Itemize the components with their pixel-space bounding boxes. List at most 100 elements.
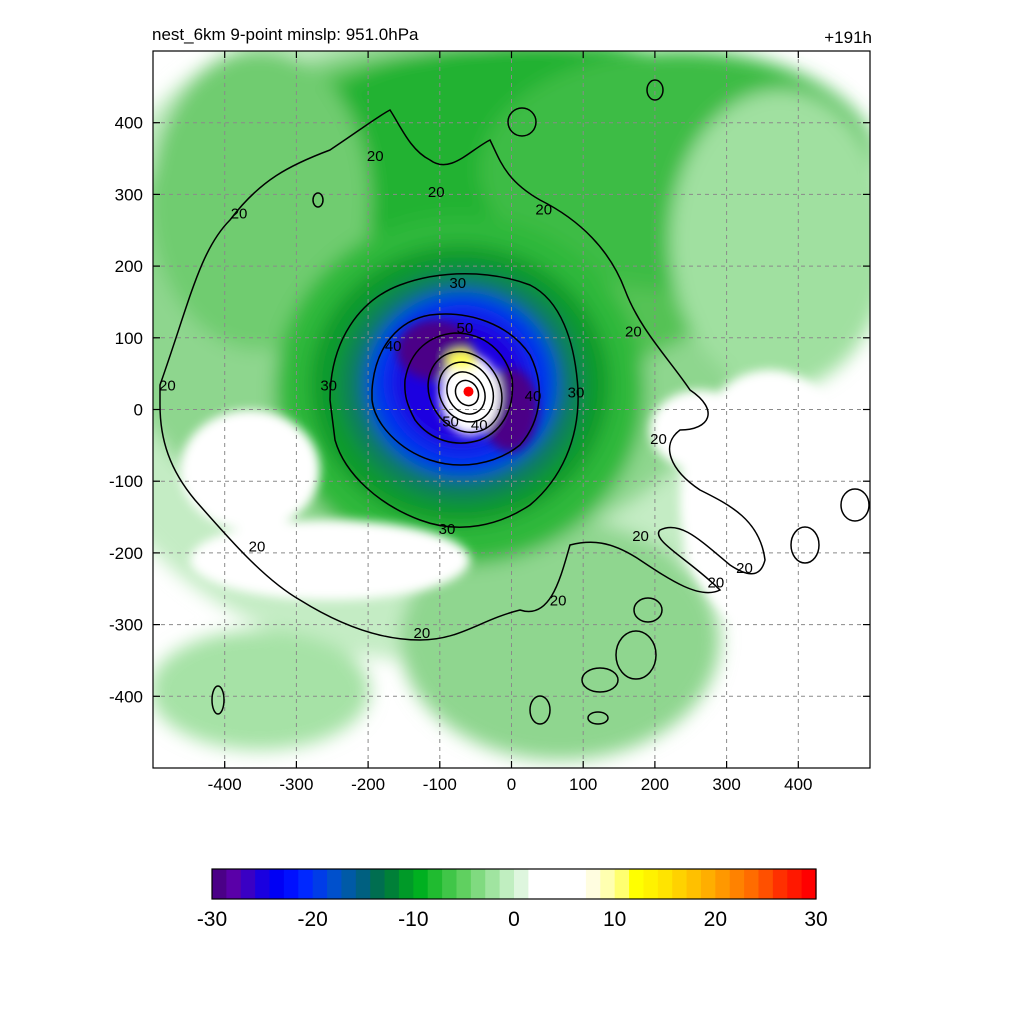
colorbar-swatch (485, 869, 501, 899)
colorbar-swatch (470, 869, 486, 899)
contour-labels: 20 20 20 20 20 20 20 20 20 20 20 20 20 30 30 30 30 40 40 40… (159, 148, 753, 642)
x-tick-label: -200 (351, 775, 385, 794)
colorbar-swatch (700, 869, 716, 899)
colorbar-swatch (327, 869, 343, 899)
contour-label: 40 (525, 388, 542, 405)
contour-label: 30 (449, 275, 466, 292)
contour-label: 20 (535, 202, 552, 219)
colorbar-swatch (542, 869, 558, 899)
colorbar-frame (211, 868, 817, 900)
contour-50 (404, 332, 514, 444)
colorbar-swatch (801, 869, 817, 899)
contour-label: 20 (428, 184, 445, 201)
colorbar-swatch (643, 869, 659, 899)
y-tick-label: 0 (134, 401, 143, 420)
y-tick-label: -400 (109, 687, 143, 706)
x-tick-label: 300 (712, 775, 740, 794)
contour-label: 30 (439, 521, 456, 538)
contour-label: 20 (625, 324, 642, 341)
wind-speed-contours (159, 79, 870, 725)
colorbar-swatch (283, 869, 299, 899)
colorbar-swatch (614, 869, 630, 899)
forecast-hour-label: +191h (824, 28, 872, 47)
y-axis: 400 300 200 100 0 -100 -200 -300 -400 (109, 114, 870, 706)
contour-label: 50 (457, 320, 474, 337)
y-tick-label: 300 (115, 185, 143, 204)
colorbar: -30 -20 -10 0 10 20 30 (197, 868, 828, 931)
y-tick-label: 400 (115, 114, 143, 133)
colorbar-swatch (758, 869, 774, 899)
colorbar-swatch (600, 869, 616, 899)
colorbar-swatch (528, 869, 544, 899)
colorbar-swatch (686, 869, 702, 899)
colorbar-swatch (240, 869, 256, 899)
y-tick-label: -300 (109, 616, 143, 635)
colorbar-swatch (341, 869, 357, 899)
colorbar-tick-label: 20 (704, 908, 727, 931)
contour-label: 20 (367, 148, 384, 165)
contour-label: 20 (231, 205, 248, 222)
colorbar-swatch (442, 869, 458, 899)
colorbar-swatch (456, 869, 472, 899)
x-tick-label: 100 (569, 775, 597, 794)
colorbar-tick-label: 30 (804, 908, 827, 931)
vorticity-field (153, 51, 870, 768)
colorbar-swatch (787, 869, 803, 899)
x-tick-label: -300 (279, 775, 313, 794)
contour-20 (159, 109, 766, 641)
x-tick-label: 0 (507, 775, 516, 794)
contour-label: 40 (471, 417, 488, 434)
colorbar-swatch (226, 869, 242, 899)
contour-label: 20 (249, 539, 266, 556)
colorbar-swatch (427, 869, 443, 899)
x-tick-label: -400 (208, 775, 242, 794)
colorbar-swatch (772, 869, 788, 899)
colorbar-swatch (298, 869, 314, 899)
colorbar-tick-label: -20 (297, 908, 327, 931)
colorbar-swatch (384, 869, 400, 899)
colorbar-tick-label: -10 (398, 908, 428, 931)
contour-label: 40 (385, 338, 402, 355)
colorbar-swatch (370, 869, 386, 899)
colorbar-swatch (557, 869, 573, 899)
colorbar-swatch (729, 869, 745, 899)
colorbar-swatch (571, 869, 587, 899)
colorbar-swatch (672, 869, 688, 899)
contour-label: 30 (320, 377, 337, 394)
y-tick-label: 100 (115, 329, 143, 348)
colorbar-tick-label: -30 (197, 908, 227, 931)
contour-30 (329, 273, 579, 528)
colorbar-swatch (269, 869, 285, 899)
y-tick-label: -100 (109, 472, 143, 491)
colorbar-swatch (413, 869, 429, 899)
colorbar-swatch (212, 869, 227, 899)
contour-label: 20 (550, 593, 567, 610)
colorbar-swatch (514, 869, 529, 899)
contour-label: 20 (632, 528, 649, 545)
colorbar-swatch (312, 869, 328, 899)
x-tick-label: -100 (423, 775, 457, 794)
contour-40 (371, 313, 540, 466)
y-tick-label: 200 (115, 257, 143, 276)
x-axis: -400 -300 -200 -100 0 100 200 300 400 (208, 51, 812, 794)
contour-label: 50 (442, 413, 459, 430)
contour-label: 20 (708, 575, 725, 592)
y-tick-label: -200 (109, 544, 143, 563)
colorbar-tick-label: 10 (603, 908, 626, 931)
colorbar-swatch (398, 869, 414, 899)
storm-center-marker (463, 386, 474, 397)
colorbar-swatch (585, 869, 601, 899)
colorbar-swatch (657, 869, 673, 899)
colorbar-swatch (715, 869, 731, 899)
colorbar-swatch (355, 869, 371, 899)
colorbar-swatch (744, 869, 760, 899)
contour-label: 20 (159, 377, 176, 394)
contour-label: 20 (736, 560, 753, 577)
contour-label: 20 (414, 625, 431, 642)
x-tick-label: 200 (641, 775, 669, 794)
chart-title: nest_6km 9-point minslp: 951.0hPa (152, 25, 419, 44)
contour-label: 30 (568, 385, 585, 402)
colorbar-swatch (255, 869, 271, 899)
contour-label: 20 (650, 431, 667, 448)
